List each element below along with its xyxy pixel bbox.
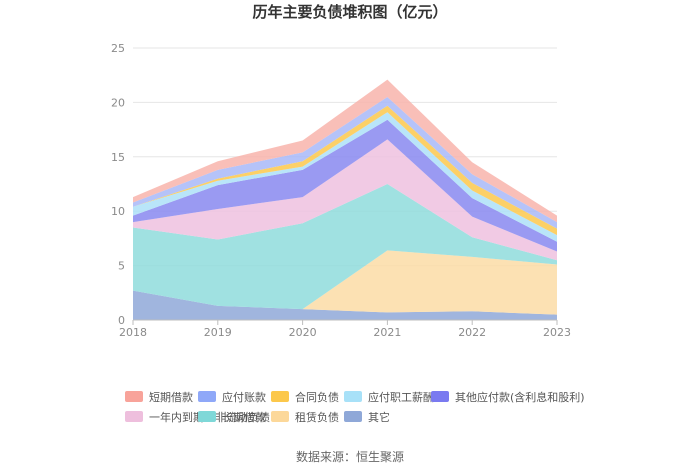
legend-label: 应付账款: [222, 390, 266, 404]
legend-item[interactable]: 合同负债: [271, 390, 339, 404]
x-tick-label: 2018: [119, 326, 147, 339]
area-series-0: [133, 290, 557, 320]
legend-label: 租赁负债: [295, 410, 339, 424]
legend-item[interactable]: 其他应付款(含利息和股利): [431, 390, 585, 404]
legend-item[interactable]: 长期借款: [198, 410, 266, 424]
data-source-note: 数据来源：恒生聚源: [296, 449, 404, 464]
y-tick-label: 10: [111, 205, 125, 218]
y-tick-label: 5: [118, 260, 125, 273]
y-tick-label: 25: [111, 42, 125, 55]
legend-item[interactable]: 租赁负债: [271, 410, 339, 424]
legend-swatch: [344, 391, 362, 402]
x-tick-label: 2020: [289, 326, 317, 339]
area-series: [133, 79, 557, 320]
area-series-2: [133, 184, 557, 310]
legend-item[interactable]: 应付职工薪酬: [344, 390, 434, 404]
chart-title: 历年主要负债堆积图（亿元）: [252, 3, 447, 21]
legend: 短期借款应付账款合同负债应付职工薪酬其他应付款(含利息和股利)一年内到期的非流动…: [125, 390, 585, 424]
legend-label: 长期借款: [222, 410, 266, 424]
axes: 0 5 10 15 20 25 2018 2019 2020 2021 2022 2023: [111, 42, 571, 339]
legend-label: 其他应付款(含利息和股利): [455, 390, 585, 404]
x-tick-label: 2021: [373, 326, 401, 339]
legend-swatch: [125, 411, 143, 422]
legend-item[interactable]: 其它: [344, 410, 390, 424]
legend-swatch: [198, 411, 216, 422]
legend-swatch: [125, 391, 143, 402]
x-tick-label: 2023: [543, 326, 571, 339]
legend-swatch: [271, 391, 289, 402]
legend-label: 合同负债: [295, 390, 339, 404]
legend-swatch: [431, 391, 449, 402]
area-series-1: [133, 250, 557, 315]
legend-label: 其它: [368, 410, 390, 424]
x-tick-label: 2019: [204, 326, 232, 339]
legend-swatch: [344, 411, 362, 422]
x-tick-label: 2022: [458, 326, 486, 339]
legend-item[interactable]: 短期借款: [125, 390, 193, 404]
y-tick-label: 20: [111, 96, 125, 109]
legend-swatch: [271, 411, 289, 422]
area-series-3: [133, 139, 557, 261]
legend-swatch: [198, 391, 216, 402]
legend-label: 应付职工薪酬: [368, 390, 434, 404]
area-series-4: [133, 119, 557, 252]
legend-item[interactable]: 应付账款: [198, 390, 266, 404]
y-tick-label: 0: [118, 314, 125, 327]
legend-label: 短期借款: [149, 390, 193, 404]
y-tick-label: 15: [111, 151, 125, 164]
